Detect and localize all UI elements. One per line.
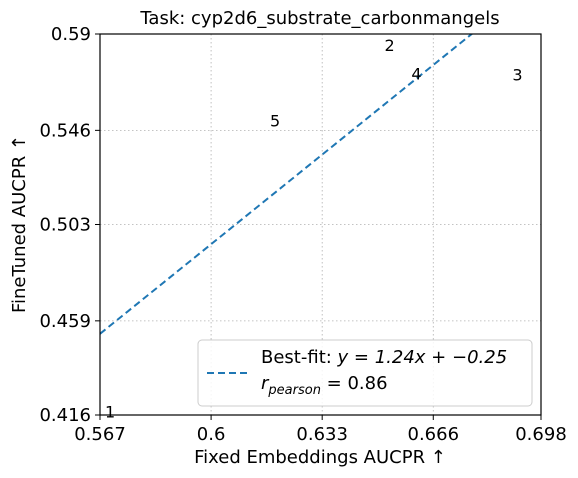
best-fit-line [100,34,474,335]
x-tick-label: 0.567 [74,424,126,445]
x-axis-ticks: 0.567 0.6 0.633 0.666 0.698 [74,415,567,445]
y-tick-label: 0.459 [39,311,91,332]
y-tick-label: 0.59 [51,24,91,45]
legend-box [197,339,533,407]
y-axis-title: FineTuned AUCPR ↑ [9,135,30,313]
x-tick-label: 0.698 [515,424,567,445]
x-tick-label: 0.666 [408,424,460,445]
legend: Best-fit: y = 1.24x + −0.25 rpearson = 0… [197,339,533,407]
x-tick-label: 0.633 [296,424,348,445]
legend-fit-label: Best-fit: y = 1.24x + −0.25 [261,347,507,368]
point-label-3: 3 [512,66,522,85]
x-axis-title: Fixed Embeddings AUCPR ↑ [194,447,446,468]
legend-r-label: rpearson = 0.86 [261,373,388,398]
point-label-5: 5 [270,111,280,130]
x-tick-label: 0.6 [197,424,226,445]
chart-title: Task: cyp2d6_substrate_carbonmangels [139,8,499,29]
y-tick-label: 0.503 [39,215,91,236]
point-label-2: 2 [384,36,394,55]
y-tick-label: 0.416 [39,405,91,426]
point-label-4: 4 [411,64,421,83]
point-labels: 1 2 3 4 5 [105,36,523,422]
fit-line-group [100,34,474,335]
y-tick-label: 0.546 [39,120,91,141]
y-axis-ticks: 0.416 0.459 0.503 0.546 0.59 [39,24,100,426]
point-label-1: 1 [105,403,115,422]
